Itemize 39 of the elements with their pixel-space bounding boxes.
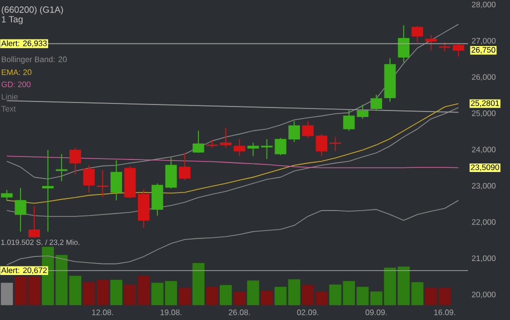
candlestick [398, 24, 410, 63]
candlestick [343, 109, 355, 132]
text: 1 Tag [2, 16, 23, 24]
candlestick [14, 188, 26, 232]
candlestick [274, 138, 286, 156]
bar [220, 285, 232, 306]
candlestick [178, 152, 191, 181]
candlestick [69, 147, 82, 175]
candlestick [83, 164, 95, 193]
bar [110, 280, 122, 306]
candlestick [1, 189, 13, 202]
bar [247, 280, 260, 306]
candlestick [192, 130, 204, 154]
bar [192, 263, 204, 306]
candlestick [110, 160, 122, 201]
candlestick [96, 170, 108, 198]
candlestick [247, 142, 259, 157]
candlestick [165, 156, 177, 189]
bar [260, 290, 273, 306]
candlestick [288, 120, 300, 143]
candlestick [425, 34, 437, 51]
candlestick [356, 104, 368, 120]
bar [206, 286, 218, 306]
candlestick [28, 206, 40, 238]
chart-title: (660200) (G1A) [2, 6, 63, 15]
candlestick [316, 134, 328, 157]
candlestick [56, 153, 68, 182]
candlestick [452, 44, 464, 57]
candlestick [329, 136, 342, 152]
bar [178, 288, 191, 306]
bar [233, 292, 246, 306]
candlestick [42, 150, 54, 232]
candlestick [370, 94, 382, 112]
candlestick [412, 26, 424, 43]
candlestick [234, 138, 246, 157]
candlestick [261, 138, 273, 160]
candlestick [302, 120, 314, 139]
candlestick [220, 127, 232, 148]
bar [0, 282, 13, 306]
